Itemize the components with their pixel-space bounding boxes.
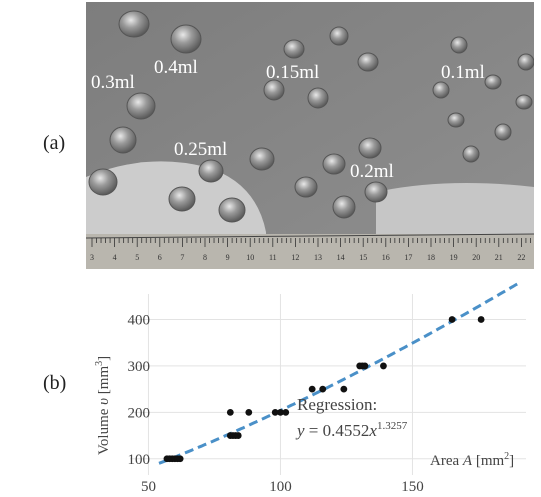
ruler-number: 16 xyxy=(382,253,390,262)
ruler-number: 3 xyxy=(90,253,94,262)
droplet xyxy=(263,79,285,101)
droplet xyxy=(322,153,346,175)
droplet xyxy=(307,87,329,109)
droplet xyxy=(88,168,118,196)
droplet xyxy=(484,74,502,90)
data-point xyxy=(271,408,279,416)
droplet xyxy=(517,53,534,71)
regression-label-line1: Regression: xyxy=(297,395,377,414)
ruler-number: 19 xyxy=(450,253,458,262)
annotation-0-25ml: 0.25ml xyxy=(174,139,228,160)
data-point xyxy=(282,408,290,416)
annotation-0-15ml: 0.15ml xyxy=(266,62,320,83)
x-tick-label: 150 xyxy=(401,479,424,494)
data-point xyxy=(340,385,348,393)
annotation-0-1ml: 0.1ml xyxy=(441,62,485,83)
data-point xyxy=(319,385,327,393)
ruler-number: 5 xyxy=(135,253,139,262)
data-point xyxy=(380,362,387,370)
droplet xyxy=(462,145,480,163)
droplet xyxy=(294,176,318,198)
droplet xyxy=(515,94,533,110)
droplet-photo-drawing: 3 4 5 6 7 8 9 10 11 12 13 14 15 16 17 18 19 20 21 22 xyxy=(86,2,534,269)
droplet xyxy=(357,52,379,72)
data-point xyxy=(361,362,369,370)
data-point xyxy=(448,316,456,323)
data-point xyxy=(176,455,184,463)
ruler-number: 17 xyxy=(404,253,412,262)
ruler-number: 18 xyxy=(427,253,435,262)
data-point xyxy=(277,408,284,416)
droplet xyxy=(283,39,305,59)
droplet xyxy=(109,126,137,154)
droplet xyxy=(494,123,512,141)
ruler-number: 15 xyxy=(359,253,367,262)
droplet xyxy=(218,197,246,223)
ruler-number: 8 xyxy=(203,253,207,262)
chart-grid xyxy=(130,294,526,475)
annotation-0-2ml: 0.2ml xyxy=(350,161,394,182)
y-tick-label: 200 xyxy=(128,405,151,421)
data-point xyxy=(308,385,316,393)
droplet xyxy=(126,92,156,120)
data-point xyxy=(226,408,234,416)
droplets xyxy=(88,10,534,223)
droplet xyxy=(329,26,349,46)
panel-label-a: (a) xyxy=(43,132,66,154)
droplet xyxy=(332,195,356,219)
data-point xyxy=(245,408,253,416)
data-point xyxy=(477,316,485,323)
ruler-number: 13 xyxy=(314,253,322,262)
y-tick-labels: 100 200 300 400 xyxy=(128,313,151,468)
droplet xyxy=(447,112,465,128)
regression-curve xyxy=(158,282,519,465)
regression-line xyxy=(158,282,519,465)
annotation-0-4ml: 0.4ml xyxy=(154,57,198,78)
data-point xyxy=(234,432,242,439)
annotation-0-3ml: 0.3ml xyxy=(91,72,135,93)
droplet xyxy=(364,181,388,203)
ruler-number: 12 xyxy=(291,253,299,262)
droplet xyxy=(198,159,224,183)
ruler-number: 14 xyxy=(337,253,345,262)
ruler-number: 22 xyxy=(517,253,525,262)
ruler-number: 10 xyxy=(246,253,254,262)
x-tick-label: 50 xyxy=(141,479,156,494)
droplet xyxy=(450,36,468,54)
ruler-number: 9 xyxy=(226,253,230,262)
y-tick-label: 400 xyxy=(128,313,151,329)
ruler xyxy=(86,234,534,269)
droplet xyxy=(168,186,196,212)
y-tick-label: 300 xyxy=(128,359,151,375)
droplet xyxy=(358,137,382,159)
x-tick-labels: 50 100 150 xyxy=(141,479,424,494)
droplet xyxy=(432,81,450,99)
ruler-number: 7 xyxy=(180,253,184,262)
droplet-photo: 3 4 5 6 7 8 9 10 11 12 13 14 15 16 17 18 19 20 21 22 xyxy=(86,2,534,269)
regression-label-line2: y = 0.4552x1.3257 xyxy=(295,420,408,440)
droplet xyxy=(118,10,150,38)
ruler-numbers: 3 4 5 6 7 8 9 10 11 12 13 14 15 16 17 18 19 20 21 22 xyxy=(90,253,525,262)
x-tick-label: 100 xyxy=(269,479,292,494)
droplet xyxy=(249,147,275,171)
scatter-chart: 50 100 150 100 200 300 400 Regression: y = 0.… xyxy=(94,282,526,494)
y-axis-label: Volume υ [mm3] xyxy=(94,356,112,455)
ruler-number: 6 xyxy=(158,253,162,262)
panel-label-b: (b) xyxy=(43,372,67,394)
droplet xyxy=(170,24,202,54)
ruler-number: 21 xyxy=(495,253,503,262)
ruler-number: 20 xyxy=(472,253,480,262)
data-points xyxy=(163,316,485,463)
ruler-number: 11 xyxy=(269,253,277,262)
y-tick-label: 100 xyxy=(128,452,151,468)
ruler-number: 4 xyxy=(113,253,117,262)
ruler-ticks xyxy=(91,238,531,247)
x-axis-label: Area A [mm2] xyxy=(430,451,514,469)
